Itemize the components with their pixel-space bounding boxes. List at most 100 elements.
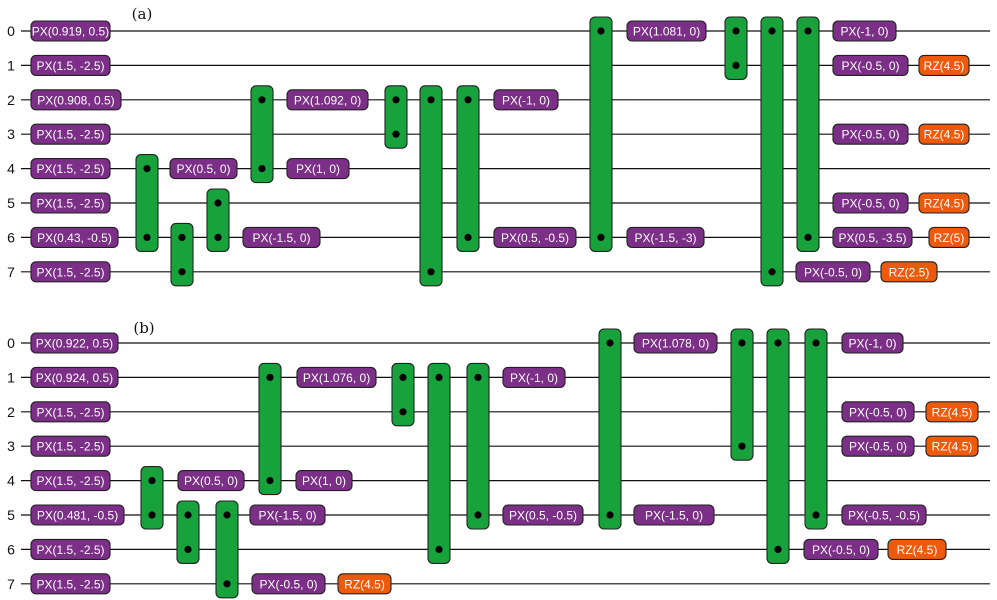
rz-gate-label: RZ(4.5) [924, 59, 965, 73]
cz-control-dot [148, 511, 156, 519]
px-gate [803, 538, 879, 560]
cz-control-dot [738, 442, 746, 450]
cz-control-dot [804, 27, 812, 35]
cz-control-dot [266, 477, 274, 485]
px-gate [832, 192, 909, 214]
cz-gate [427, 362, 451, 564]
rz-gate [337, 573, 392, 595]
px-gate [169, 158, 238, 180]
cz-gate [724, 16, 748, 80]
px-gate-label: PX(1, 0) [302, 474, 346, 488]
rz-gate-label: RZ(4.5) [924, 128, 965, 142]
cz-gate [170, 222, 194, 287]
px-gate [30, 54, 111, 76]
cz-gate [760, 16, 784, 287]
px-gate-label: PX(-1.5, 0) [252, 231, 310, 245]
cz-control-dot [732, 61, 740, 69]
cz-gate [391, 362, 415, 427]
cz-gate [456, 85, 480, 252]
px-gate-label: PX(1.5, -2.5) [36, 128, 104, 142]
qubit-label: 0 [7, 335, 15, 351]
rz-gate [928, 226, 970, 248]
qubit-label: 2 [7, 92, 15, 108]
cz-control-dot [768, 268, 776, 276]
cz-gate [135, 154, 159, 252]
rz-gate [925, 435, 979, 457]
cz-gate [140, 466, 164, 530]
cz-control-dot [812, 511, 820, 519]
px-gate-label: PX(1.5, -2.5) [36, 474, 104, 488]
cz-control-dot [399, 373, 407, 381]
rz-gate [918, 54, 970, 76]
qubit-label: 4 [7, 473, 15, 489]
px-gate-label: PX(-1, 0) [502, 93, 550, 107]
px-gate-label: PX(1, 0) [296, 162, 340, 176]
rz-gate-label: RZ(4.5) [932, 440, 973, 454]
px-gate [30, 158, 111, 180]
qubit-label: 7 [7, 576, 15, 592]
px-gate [286, 158, 350, 180]
cz-control-dot [774, 339, 782, 347]
cz-gate [176, 500, 200, 564]
cz-control-dot [474, 373, 482, 381]
px-gate-label: PX(-1, 0) [510, 371, 558, 385]
px-gate [633, 332, 718, 354]
px-gate-label: PX(1.5, -2.5) [36, 59, 104, 73]
cz-gate [250, 85, 274, 184]
qubit-label: 3 [7, 126, 15, 142]
px-gate-label: PX(-0.5, 0) [849, 405, 907, 419]
cz-gate [215, 500, 239, 599]
px-gate [30, 123, 111, 145]
px-gate [30, 470, 111, 492]
qubit-label: 1 [7, 369, 15, 385]
px-gate [30, 20, 111, 42]
cz-control-dot [768, 27, 776, 35]
qubit-label: 2 [7, 404, 15, 420]
cz-control-dot [474, 511, 482, 519]
px-gate-label: PX(1.5, -2.5) [36, 265, 104, 279]
px-gate-label: PX(0.5, -0.5) [509, 509, 577, 523]
px-gate [30, 226, 119, 248]
px-gate-label: PX(-1.5, 0) [645, 509, 703, 523]
cz-control-dot [184, 545, 192, 554]
cz-control-dot [258, 165, 266, 173]
px-gate [502, 366, 566, 388]
px-gate-label: PX(1.076, 0) [303, 371, 370, 385]
qubit-label: 7 [7, 264, 15, 280]
cz-control-dot [399, 408, 407, 416]
cz-control-dot [464, 96, 472, 104]
px-gate-label: PX(0.908, 0.5) [37, 93, 114, 107]
cz-control-dot [148, 477, 156, 485]
rz-gate [925, 401, 979, 423]
panel-label: (a) [132, 5, 153, 23]
cz-gate [598, 328, 622, 530]
px-gate [841, 401, 915, 423]
px-gate [30, 332, 119, 354]
cz-control-dot [732, 27, 740, 35]
cz-gate [796, 16, 820, 252]
px-gate [242, 226, 321, 248]
px-gate [832, 20, 897, 42]
qubit-label: 6 [7, 541, 15, 557]
cz-gate [589, 16, 613, 252]
cz-gate [419, 85, 443, 287]
cz-gate [206, 188, 230, 252]
px-gate-label: PX(1.081, 0) [633, 25, 700, 39]
px-gate [626, 226, 705, 248]
rz-gate-label: RZ(4.5) [344, 577, 385, 591]
cz-control-dot [258, 96, 266, 104]
cz-gate [730, 328, 754, 461]
px-gate-label: PX(0.43, -0.5) [37, 231, 112, 245]
cz-control-dot [597, 27, 605, 35]
px-gate-label: PX(1.5, -2.5) [36, 197, 104, 211]
qubit-label: 4 [7, 161, 15, 177]
px-gate-label: PX(-0.5, 0) [812, 543, 870, 557]
px-gate [832, 226, 913, 248]
cz-control-dot [143, 233, 151, 241]
rz-gate [887, 538, 947, 560]
cz-control-dot [435, 545, 443, 554]
px-gate [841, 435, 915, 457]
px-gate-label: PX(1.078, 0) [642, 337, 709, 351]
rz-gate-label: RZ(4.5) [897, 543, 938, 557]
cz-control-dot [427, 268, 435, 276]
